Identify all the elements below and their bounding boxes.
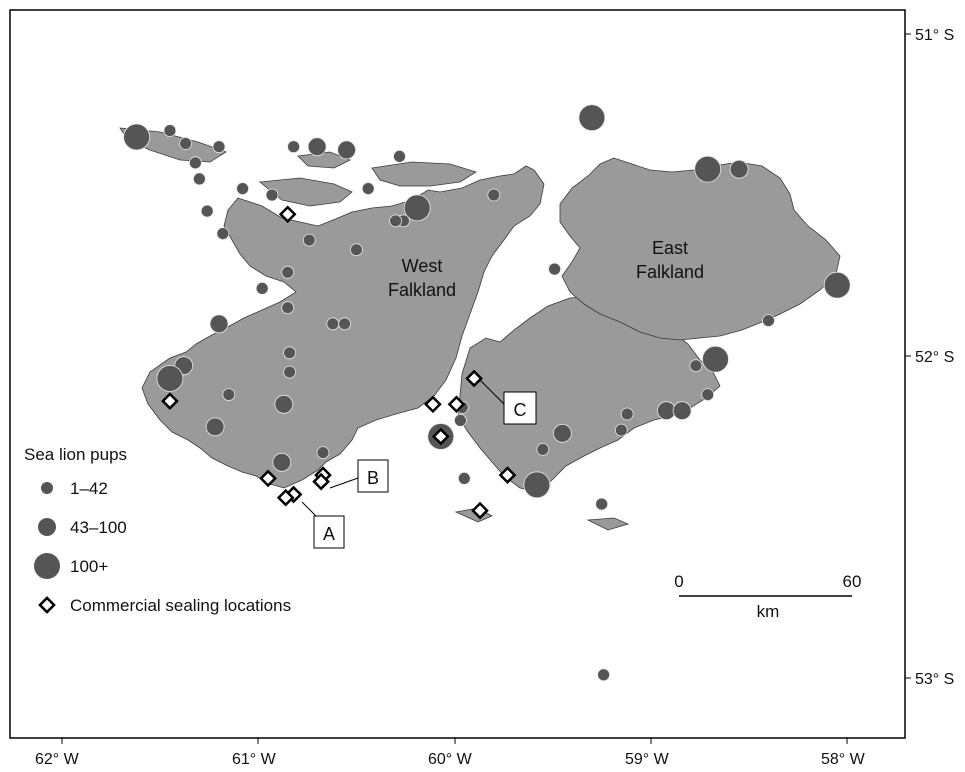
lat-tick-label-52s: 52° S [915, 349, 954, 366]
west-falkland-label-line1: West [402, 256, 443, 276]
sea-lion-colony-small [213, 141, 225, 153]
sea-lion-colony-medium [308, 138, 326, 156]
east-falkland-label-line2: Falkland [636, 262, 704, 282]
sea-lion-colony-small [266, 189, 278, 201]
sea-lion-colony-small [390, 215, 402, 227]
sea-lion-colony-small [549, 263, 561, 275]
scale-bar-end: 60 [843, 572, 862, 591]
sea-lion-colony-small [284, 347, 296, 359]
east-falkland-label-line1: East [652, 238, 688, 258]
legend-medium-circle [38, 518, 56, 536]
sea-lion-colony-medium [210, 315, 228, 333]
map-frame [10, 10, 905, 738]
longitude-axis [62, 738, 847, 744]
west-falkland-label-line2: Falkland [388, 280, 456, 300]
sea-lion-colony-small [223, 389, 235, 401]
sea-lion-colony-small [763, 315, 775, 327]
legend-small-label: 1–42 [70, 479, 108, 498]
sea-lion-colony-small [394, 150, 406, 162]
latitude-axis [905, 34, 911, 678]
sea-lion-colony-large [695, 156, 721, 182]
scale-bar-unit: km [757, 602, 780, 621]
lon-tick-label-61w: 61° W [232, 751, 277, 768]
lon-tick-label-58w: 58° W [821, 751, 866, 768]
sea-lion-colony-small [327, 318, 339, 330]
site-a-label: A [323, 524, 335, 544]
lat-tick-label-53s: 53° S [915, 671, 954, 688]
sea-lion-colony-small [217, 228, 229, 240]
lat-tick-label-51s: 51° S [915, 27, 954, 44]
sea-lion-colony-small [488, 189, 500, 201]
sea-lion-colony-small [180, 138, 192, 150]
sea-lion-colony-medium [338, 141, 356, 159]
sea-lion-colony-small [237, 183, 249, 195]
sea-lion-colony-small [350, 244, 362, 256]
sea-lion-colony-small [193, 173, 205, 185]
sea-lion-colony-small [317, 447, 329, 459]
sea-lion-colony-large [524, 472, 550, 498]
lon-tick-label-60w: 60° W [428, 751, 473, 768]
legend-large-circle [34, 553, 60, 579]
sea-lion-colony-medium [673, 402, 691, 420]
sea-lion-colony-small [303, 234, 315, 246]
legend-small-circle [41, 482, 53, 494]
sea-lion-colony-small [339, 318, 351, 330]
sea-lion-colony-small [596, 498, 608, 510]
sea-lion-colony-large [703, 346, 729, 372]
sea-lion-colony-small [164, 125, 176, 137]
sea-lion-colony-small [621, 408, 633, 420]
legend-diamond-label: Commercial sealing locations [70, 596, 291, 615]
sea-lion-colony-small [598, 669, 610, 681]
sea-lion-colony-small [615, 424, 627, 436]
sea-lion-colony-medium [553, 424, 571, 442]
legend-title: Sea lion pups [24, 445, 127, 464]
sea-lion-colony-large [579, 105, 605, 131]
sea-lion-colony-small [454, 414, 466, 426]
sea-lion-colony-small [458, 472, 470, 484]
sea-lion-colony-large [124, 124, 150, 150]
sea-lion-colony-small [189, 157, 201, 169]
sea-lion-colony-large [824, 272, 850, 298]
site-b-label: B [367, 468, 379, 488]
lon-tick-label-62w: 62° W [35, 751, 80, 768]
sea-lion-colony-small [282, 302, 294, 314]
legend-medium-label: 43–100 [70, 518, 127, 537]
sea-lion-colony-small [284, 366, 296, 378]
sea-lion-colony-small [690, 360, 702, 372]
sea-lion-colony-small [288, 141, 300, 153]
sea-lion-colony-large [157, 366, 183, 392]
lon-tick-label-59w: 59° W [625, 751, 670, 768]
legend-large-label: 100+ [70, 557, 108, 576]
scale-bar-start: 0 [674, 572, 683, 591]
sea-lion-colony-medium [730, 160, 748, 178]
sea-lion-colony-small [702, 389, 714, 401]
sea-lion-colony-small [201, 205, 213, 217]
sea-lion-colony-small [282, 266, 294, 278]
sea-lion-colony-small [537, 443, 549, 455]
site-c-label: C [514, 400, 527, 420]
sea-lion-colony-small [362, 183, 374, 195]
sea-lion-colony-medium [273, 453, 291, 471]
sea-lion-colony-small [256, 282, 268, 294]
sea-lion-colony-medium [206, 418, 224, 436]
sea-lion-colony-medium [275, 395, 293, 413]
